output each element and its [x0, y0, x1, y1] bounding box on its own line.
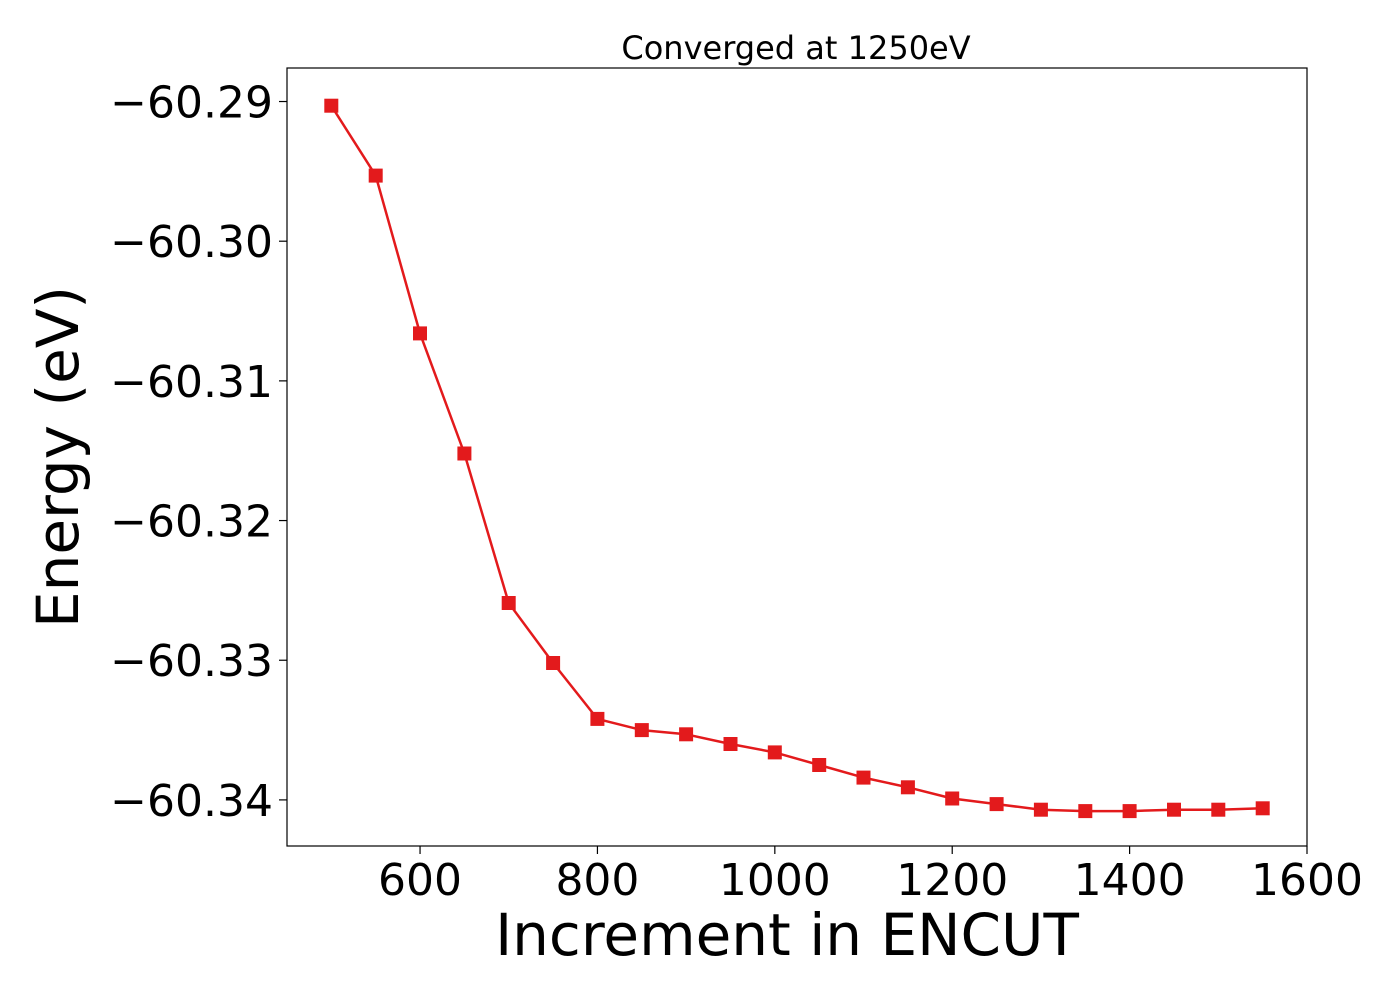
- x-tick-label: 600: [378, 855, 462, 906]
- x-tick-label: 1000: [719, 855, 831, 906]
- y-axis-title: Energy (eV): [24, 286, 92, 628]
- data-point-marker: [945, 791, 960, 806]
- x-tick-label: 1600: [1251, 855, 1363, 906]
- data-point-marker: [856, 770, 871, 785]
- x-tick-label: 1200: [896, 855, 1008, 906]
- data-point-marker: [679, 727, 694, 742]
- data-point-marker: [1211, 802, 1226, 817]
- data-point-marker: [368, 168, 383, 183]
- data-point-marker: [324, 98, 339, 113]
- data-point-marker: [590, 711, 605, 726]
- x-axis-title: Increment in ENCUT: [495, 901, 1079, 969]
- data-point-marker: [1167, 802, 1181, 817]
- y-tick-label: −60.30: [110, 217, 273, 268]
- series-layer: [324, 98, 1270, 819]
- y-tick-label: −60.31: [110, 357, 273, 408]
- data-point-marker: [457, 446, 472, 461]
- chart-title: Converged at 1250eV: [621, 29, 970, 67]
- plot-area-frame: [286, 67, 1308, 847]
- data-point-marker: [989, 797, 1004, 812]
- series-line: [330, 105, 1263, 813]
- data-point-marker: [1122, 804, 1137, 819]
- data-point-marker: [546, 656, 561, 670]
- data-point-marker: [501, 596, 516, 610]
- y-tick-label: −60.33: [110, 636, 273, 687]
- data-point-marker: [767, 745, 782, 760]
- data-point-marker: [1078, 804, 1093, 819]
- data-point-marker: [723, 737, 738, 751]
- x-tick-label: 800: [555, 855, 639, 906]
- y-tick-label: −60.29: [110, 78, 273, 129]
- x-axis-ticks: 600 800 1000 1200 1400 1600: [378, 846, 1363, 906]
- data-point-marker: [1255, 801, 1270, 816]
- data-point-marker: [812, 758, 827, 772]
- y-tick-label: −60.34: [110, 776, 273, 827]
- y-tick-label: −60.32: [110, 497, 273, 548]
- y-axis-ticks: −60.29 −60.30 −60.31 −60.32 −60.33 −60.34: [110, 78, 287, 827]
- data-point-marker: [413, 326, 427, 341]
- data-point-marker: [900, 780, 915, 795]
- data-point-marker: [634, 723, 649, 738]
- data-point-marker: [1033, 802, 1048, 817]
- x-tick-label: 1400: [1074, 855, 1186, 906]
